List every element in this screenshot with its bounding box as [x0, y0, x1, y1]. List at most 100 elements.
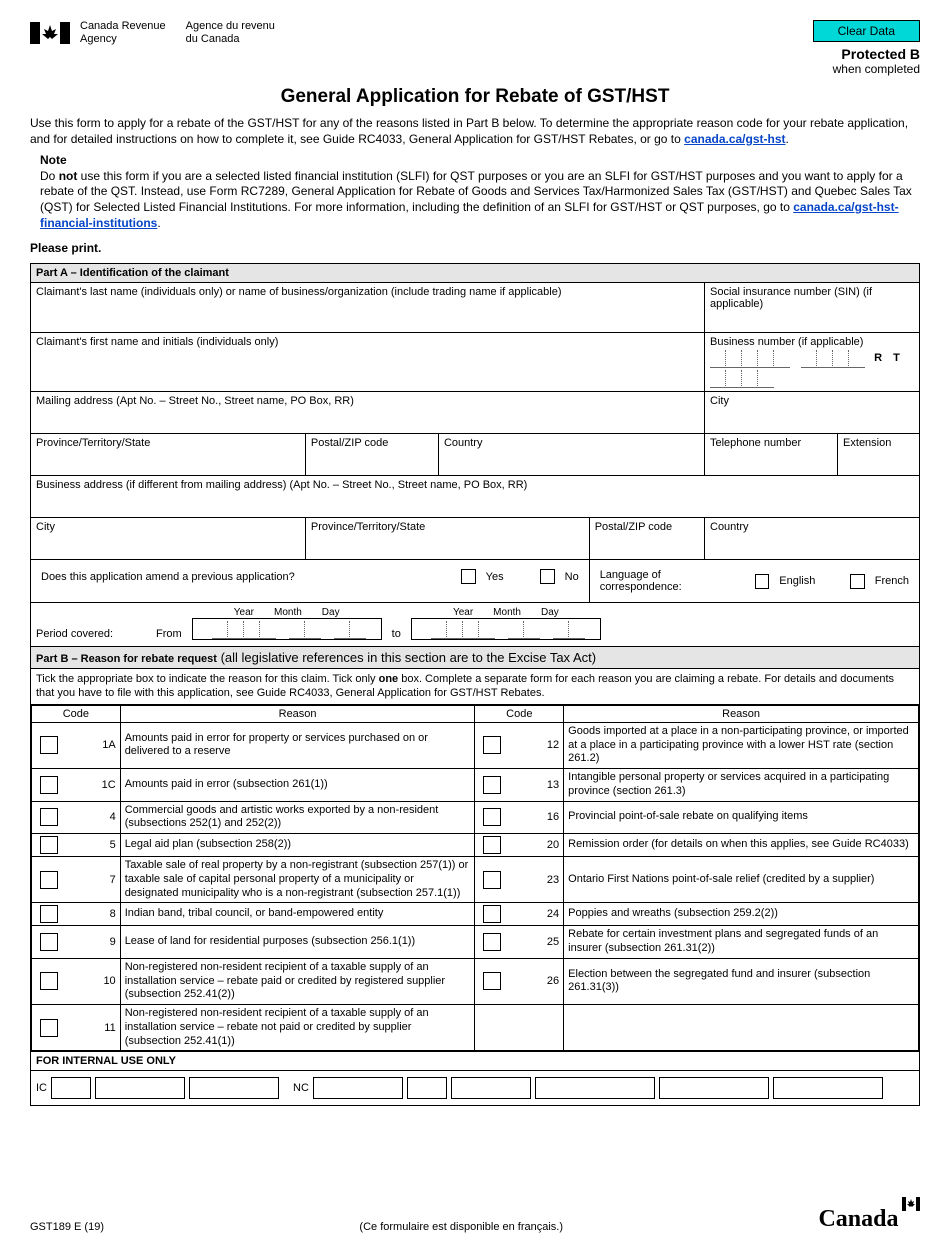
internal-box[interactable] [773, 1077, 883, 1099]
checkbox-amend-yes[interactable] [461, 569, 476, 584]
reason-checkbox-8[interactable] [40, 905, 58, 923]
rt-letters: R T [868, 352, 910, 364]
reason-text: Taxable sale of real property by a non-r… [120, 857, 475, 903]
date-from[interactable] [192, 618, 382, 640]
field-bn[interactable]: Business number (if applicable) R T [705, 333, 920, 392]
reason-checkbox-1C[interactable] [40, 776, 58, 794]
amend-question: Does this application amend a previous a… [41, 571, 295, 583]
reason-checkbox-1A[interactable] [40, 736, 58, 754]
checkbox-english[interactable] [755, 574, 769, 589]
nc-label: NC [293, 1082, 309, 1094]
wordmark-flag-icon [898, 1206, 920, 1221]
language-question: Language of correspondence: [600, 569, 739, 593]
reason-checkbox-12[interactable] [483, 736, 501, 754]
reason-checkbox-7[interactable] [40, 871, 58, 889]
please-print: Please print. [30, 241, 920, 255]
canada-flag-icon [30, 22, 70, 44]
reason-checkbox-20[interactable] [483, 836, 501, 854]
reason-code: 26 [509, 958, 563, 1004]
reason-code: 23 [509, 857, 563, 903]
field-province2[interactable]: Province/Territory/State [305, 518, 589, 560]
field-city2[interactable]: City [31, 518, 306, 560]
from-label: From [156, 628, 182, 640]
field-first-name[interactable]: Claimant's first name and initials (indi… [31, 333, 705, 392]
field-last-name[interactable]: Claimant's last name (individuals only) … [31, 283, 705, 333]
reason-text: Lease of land for residential purposes (… [120, 926, 475, 959]
col-code-left: Code [32, 705, 121, 722]
reason-checkbox-13[interactable] [483, 776, 501, 794]
field-mailing[interactable]: Mailing address (Apt No. – Street No., S… [31, 392, 705, 434]
checkbox-amend-no[interactable] [540, 569, 555, 584]
clear-data-button[interactable]: Clear Data [813, 20, 920, 42]
reason-code: 9 [66, 926, 120, 959]
field-city[interactable]: City [705, 392, 920, 434]
internal-box[interactable] [313, 1077, 403, 1099]
internal-box[interactable] [535, 1077, 655, 1099]
reason-text: Legal aid plan (subsection 258(2)) [120, 834, 475, 857]
internal-box[interactable] [51, 1077, 91, 1099]
ic-label: IC [36, 1082, 47, 1094]
reason-checkbox-25[interactable] [483, 933, 501, 951]
agency-block: Canada Revenue Agency Agence du revenu d… [30, 20, 275, 46]
reason-checkbox-9[interactable] [40, 933, 58, 951]
reason-checkbox-23[interactable] [483, 871, 501, 889]
bn-segment-3[interactable] [710, 370, 774, 388]
field-postal[interactable]: Postal/ZIP code [305, 434, 438, 476]
field-sin[interactable]: Social insurance number (SIN) (if applic… [705, 283, 920, 333]
internal-box[interactable] [407, 1077, 447, 1099]
reason-text: Goods imported at a place in a non-parti… [564, 722, 919, 768]
col-reason-left: Reason [120, 705, 475, 722]
amend-row: Does this application amend a previous a… [36, 563, 584, 590]
checkbox-french[interactable] [850, 574, 864, 589]
field-postal2[interactable]: Postal/ZIP code [589, 518, 704, 560]
agency-fr: Agence du revenu du Canada [186, 20, 275, 46]
reason-checkbox-10[interactable] [40, 972, 58, 990]
field-extension[interactable]: Extension [838, 434, 920, 476]
internal-box[interactable] [659, 1077, 769, 1099]
field-province[interactable]: Province/Territory/State [31, 434, 306, 476]
internal-box[interactable] [451, 1077, 531, 1099]
reason-code: 11 [66, 1005, 120, 1051]
page-root: Canada Revenue Agency Agence du revenu d… [0, 0, 950, 1253]
intro-paragraph: Use this form to apply for a rebate of t… [30, 116, 920, 147]
part-b-instruction: Tick the appropriate box to indicate the… [31, 669, 920, 705]
field-country2[interactable]: Country [705, 518, 920, 560]
bn-segment-1[interactable] [710, 350, 790, 368]
field-country[interactable]: Country [438, 434, 704, 476]
canada-wordmark: Canada [818, 1206, 920, 1233]
reason-text: Indian band, tribal council, or band-emp… [120, 903, 475, 926]
note-block: Note Do not use this form if you are a s… [40, 153, 920, 231]
reason-checkbox-11[interactable] [40, 1019, 58, 1037]
page-title: General Application for Rebate of GST/HS… [30, 86, 920, 108]
header-row: Canada Revenue Agency Agence du revenu d… [30, 20, 920, 76]
reason-table: Code Reason Code Reason 1AAmounts paid i… [31, 705, 919, 1052]
reason-code: 1A [66, 722, 120, 768]
reason-text: Intangible personal property or services… [564, 769, 919, 802]
internal-box[interactable] [95, 1077, 185, 1099]
reason-checkbox-26[interactable] [483, 972, 501, 990]
agency-en: Canada Revenue Agency [80, 20, 166, 46]
reason-checkbox-24[interactable] [483, 905, 501, 923]
internal-box[interactable] [189, 1077, 279, 1099]
form-code: GST189 E (19) [30, 1221, 104, 1233]
reason-code: 25 [509, 926, 563, 959]
field-business-addr[interactable]: Business address (if different from mail… [31, 476, 920, 518]
bn-segment-2[interactable] [801, 350, 865, 368]
reason-checkbox-16[interactable] [483, 808, 501, 826]
link-gst-hst[interactable]: canada.ca/gst-hst [684, 132, 785, 146]
reason-text: Rebate for certain investment plans and … [564, 926, 919, 959]
reason-checkbox-5[interactable] [40, 836, 58, 854]
reason-code: 4 [66, 801, 120, 834]
reason-code: 20 [509, 834, 563, 857]
reason-checkbox-4[interactable] [40, 808, 58, 826]
reason-code: 12 [509, 722, 563, 768]
reason-text: Ontario First Nations point-of-sale reli… [564, 857, 919, 903]
part-a-header: Part A – Identification of the claimant [31, 264, 920, 283]
reason-code: 8 [66, 903, 120, 926]
reason-text: Amounts paid in error for property or se… [120, 722, 475, 768]
field-telephone[interactable]: Telephone number [705, 434, 838, 476]
internal-boxes: IC NC [31, 1071, 919, 1105]
language-row: Language of correspondence: English Fren… [595, 563, 914, 599]
reason-text: Election between the segregated fund and… [564, 958, 919, 1004]
date-to[interactable] [411, 618, 601, 640]
